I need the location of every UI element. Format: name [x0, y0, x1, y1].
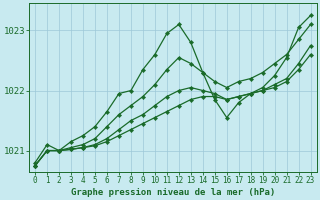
X-axis label: Graphe pression niveau de la mer (hPa): Graphe pression niveau de la mer (hPa)	[71, 188, 275, 197]
